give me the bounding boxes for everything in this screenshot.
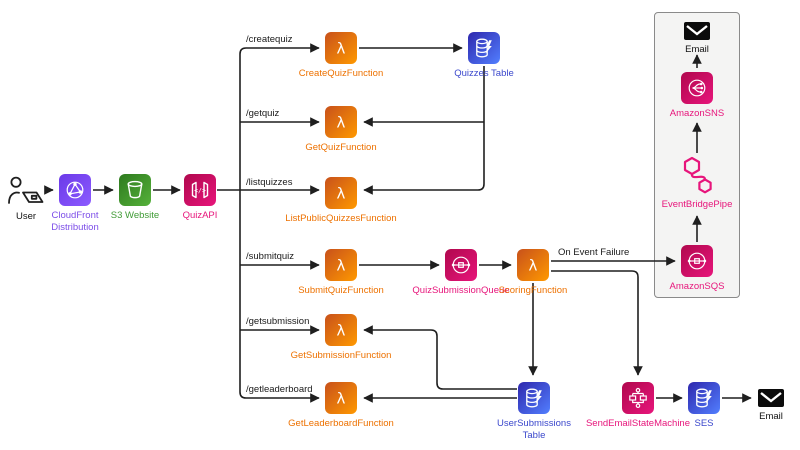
edge-trunk-createquiz	[239, 43, 320, 190]
step-functions-icon	[622, 382, 654, 414]
node-user-submissions-table: UserSubmissions Table	[464, 382, 604, 442]
node-ses: SES	[634, 382, 774, 430]
lambda-icon: λ	[325, 249, 357, 281]
svg-text:λ: λ	[337, 114, 346, 132]
api-gateway-icon: </>	[184, 174, 216, 206]
route-label-submitquiz: /submitquiz	[246, 251, 295, 262]
node-email-recipient: Email	[701, 389, 800, 423]
node-s3-website: S3 Website	[65, 174, 205, 222]
node-label: QuizSubmissionQueue	[412, 285, 510, 296]
node-get-quiz-function: λ GetQuizFunction	[271, 106, 411, 154]
edge-quizzestable-listfn	[363, 66, 485, 195]
route-label-getquiz: /getquiz	[246, 108, 280, 119]
edge-scoringfn-statemachine	[551, 270, 643, 376]
lambda-icon: λ	[325, 32, 357, 64]
node-label: SES	[694, 418, 714, 429]
node-quizzes-table: Quizzes Table	[414, 32, 554, 80]
node-label: ScoringFunction	[498, 285, 568, 296]
node-get-submission-function: λ GetSubmissionFunction	[271, 314, 411, 362]
node-send-email-state-machine: SendEmailStateMachine	[568, 382, 708, 430]
node-label: GetLeaderboardFunction	[288, 418, 394, 429]
s3-bucket-icon	[119, 174, 151, 206]
route-label-createquiz: /createquiz	[246, 34, 293, 45]
svg-text:λ: λ	[337, 322, 346, 340]
dynamodb-icon	[468, 32, 500, 64]
svg-text:λ: λ	[337, 390, 346, 408]
lambda-icon: λ	[517, 249, 549, 281]
node-cloudfront: CloudFront Distribution	[5, 174, 145, 234]
node-label: CreateQuizFunction	[298, 68, 384, 79]
node-user: User	[0, 175, 96, 223]
node-label: SendEmailStateMachine	[585, 418, 691, 429]
node-label: GetSubmissionFunction	[290, 350, 392, 361]
on-event-failure-label: On Event Failure	[558, 247, 630, 258]
node-label: S3 Website	[110, 210, 160, 221]
node-label: QuizAPI	[182, 210, 218, 221]
node-label: ListPublicQuizzesFunction	[285, 213, 397, 224]
node-get-leaderboard-function: λ GetLeaderboardFunction	[271, 382, 411, 430]
email-icon	[758, 389, 784, 407]
svg-text:</>: </>	[194, 187, 206, 195]
dynamodb-icon	[518, 382, 550, 414]
lambda-icon: λ	[325, 382, 357, 414]
route-label-getleaderboard: /getleaderboard	[246, 384, 313, 395]
svg-text:λ: λ	[337, 40, 346, 58]
edge-usersubmissions-getsubfn	[363, 325, 517, 390]
node-label: GetQuizFunction	[305, 142, 377, 153]
node-label: SubmitQuizFunction	[298, 285, 384, 296]
node-list-public-quizzes-function: λ ListPublicQuizzesFunction	[271, 177, 411, 225]
node-create-quiz-function: λ CreateQuizFunction	[271, 32, 411, 80]
node-scoring-function: λ ScoringFunction	[463, 249, 603, 297]
sqs-icon	[445, 249, 477, 281]
svg-text:λ: λ	[337, 185, 346, 203]
node-label: UserSubmissions Table	[497, 418, 571, 441]
ses-icon	[688, 382, 720, 414]
lambda-icon: λ	[325, 314, 357, 346]
user-icon	[8, 176, 44, 204]
lambda-icon: λ	[325, 106, 357, 138]
edge-trunk-getleaderboard	[239, 190, 320, 403]
node-label: Email	[759, 411, 783, 422]
lambda-icon: λ	[325, 177, 357, 209]
node-label: Quizzes Table	[454, 68, 514, 79]
route-label-listquizzes: /listquizzes	[246, 177, 293, 188]
failure-notification-group-box	[654, 12, 740, 298]
node-label: User	[15, 211, 37, 222]
cloudfront-icon	[59, 174, 91, 206]
node-quiz-submission-queue: QuizSubmissionQueue	[391, 249, 531, 297]
node-submit-quiz-function: λ SubmitQuizFunction	[271, 249, 411, 297]
node-quiz-api: </> QuizAPI	[130, 174, 270, 222]
route-label-getsubmission: /getsubmission	[246, 316, 310, 327]
node-label: CloudFront Distribution	[51, 210, 99, 233]
svg-text:λ: λ	[529, 257, 538, 275]
svg-text:λ: λ	[337, 257, 346, 275]
